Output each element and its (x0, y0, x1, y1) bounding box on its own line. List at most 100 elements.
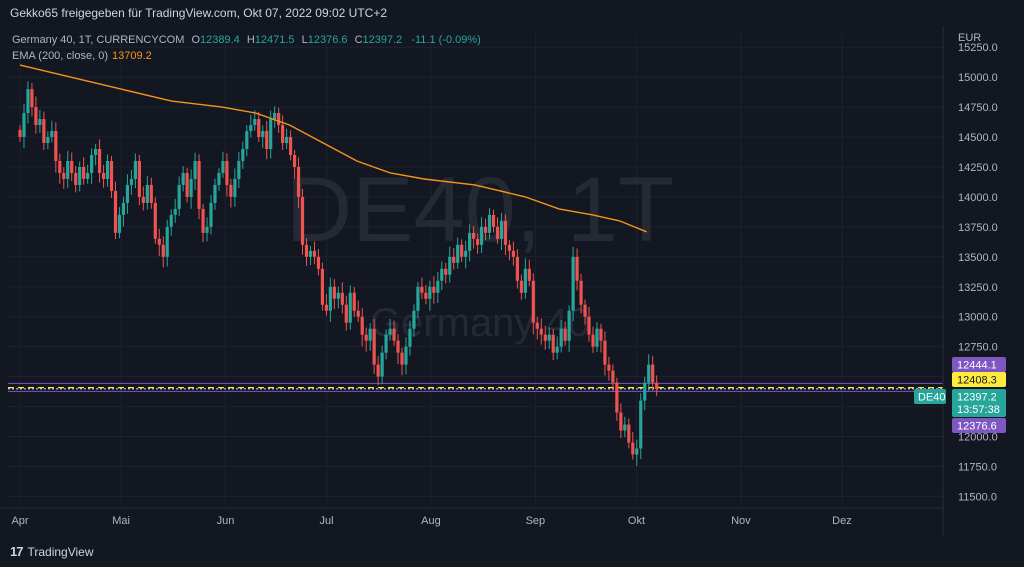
candle-body (507, 244, 512, 251)
candle-body (320, 268, 325, 305)
candle (300, 188, 305, 255)
candle (320, 262, 325, 311)
candle (479, 217, 484, 253)
tradingview-logo[interactable]: 17 TradingView (10, 544, 94, 559)
candle-body (281, 125, 285, 144)
share-text: Gekko65 freigegeben für TradingView.com,… (10, 6, 388, 20)
candle-body (563, 328, 567, 341)
symbol-title[interactable]: Germany 40, 1T, CURRENCYCOM (12, 34, 185, 46)
candle (181, 166, 185, 192)
candle-body (547, 334, 551, 341)
candle (595, 322, 599, 353)
candle-body (595, 328, 599, 347)
candle (42, 111, 46, 150)
candle-body (479, 226, 484, 245)
candle-body (209, 202, 213, 227)
candle-body (368, 328, 372, 341)
candle (400, 347, 404, 376)
price-chart[interactable]: DE40, 1T Germany 40 15250.015000.014750.… (0, 26, 1024, 535)
candle-body (137, 160, 141, 197)
candle (392, 320, 396, 346)
candle (360, 308, 364, 347)
x-tick-label: Dez (832, 515, 852, 527)
candle-body (384, 334, 388, 353)
candle (416, 281, 420, 318)
candle (253, 110, 257, 131)
price-tag-label: 12444.1 (957, 360, 997, 372)
candle-body (452, 256, 456, 263)
candle (503, 214, 508, 256)
candle-body (591, 334, 595, 347)
candle (404, 337, 408, 375)
candle-body (58, 160, 62, 173)
candle-body (364, 334, 368, 341)
candle-body (392, 328, 396, 341)
x-tick-label: Okt (628, 515, 645, 527)
candle (372, 318, 376, 374)
candle-body (189, 178, 193, 197)
candle-body (551, 334, 555, 353)
candle-body (344, 304, 348, 323)
tradingview-logo-icon: 17 (10, 544, 24, 559)
candle (515, 249, 519, 289)
y-tick-label: 13750.0 (958, 222, 998, 234)
candle (149, 177, 153, 209)
candles (18, 81, 659, 466)
candle-body (428, 286, 432, 299)
candle (46, 131, 50, 150)
candle-body (448, 256, 452, 275)
candle-body (34, 107, 38, 126)
candle (531, 273, 535, 335)
candle (113, 181, 118, 240)
candle (38, 110, 42, 133)
candle-body (265, 131, 269, 150)
candle-body (157, 238, 161, 245)
candle (543, 325, 547, 350)
x-tick-label: Nov (731, 515, 751, 527)
candle-body (356, 310, 360, 317)
candle (615, 377, 619, 421)
candle-body (82, 166, 86, 179)
y-tick-label: 12000.0 (958, 432, 998, 444)
candle (472, 225, 476, 249)
candle (249, 114, 253, 138)
x-tick-label: Sep (526, 515, 546, 527)
change-value: -11.1 (-0.09%) (411, 34, 481, 46)
candle-body (113, 190, 118, 233)
candle (217, 168, 221, 191)
candle-body (491, 214, 496, 227)
candle (86, 164, 90, 184)
candle (535, 316, 539, 340)
candle (78, 161, 82, 192)
candle (444, 262, 448, 284)
candle (233, 168, 237, 207)
candle (468, 224, 472, 262)
candle-body (372, 328, 376, 365)
candle-body (193, 160, 197, 179)
candle (639, 393, 643, 460)
candle (579, 273, 583, 314)
candle (109, 156, 114, 199)
candle-body (217, 172, 221, 185)
candle (452, 248, 456, 270)
candle-body (336, 292, 340, 299)
x-tick-label: Jun (217, 515, 235, 527)
candle-body (352, 292, 356, 311)
ema-label[interactable]: EMA (200, close, 0) (12, 50, 108, 62)
candle (352, 287, 356, 317)
candle (209, 195, 213, 235)
candle (22, 103, 26, 149)
candle (50, 120, 54, 143)
candle (563, 321, 567, 346)
candle-body (631, 442, 635, 455)
candle-body (229, 184, 233, 197)
candle (487, 208, 492, 240)
candle (448, 246, 452, 283)
candle (328, 277, 332, 322)
candle-body (611, 370, 615, 383)
close-label: C (354, 34, 363, 46)
price-labels: 12444.1 12408.3 12397.213:57:38 DE40 12376.6 (914, 357, 1006, 433)
candle (424, 285, 428, 305)
candle (265, 120, 269, 160)
candle (304, 238, 309, 266)
